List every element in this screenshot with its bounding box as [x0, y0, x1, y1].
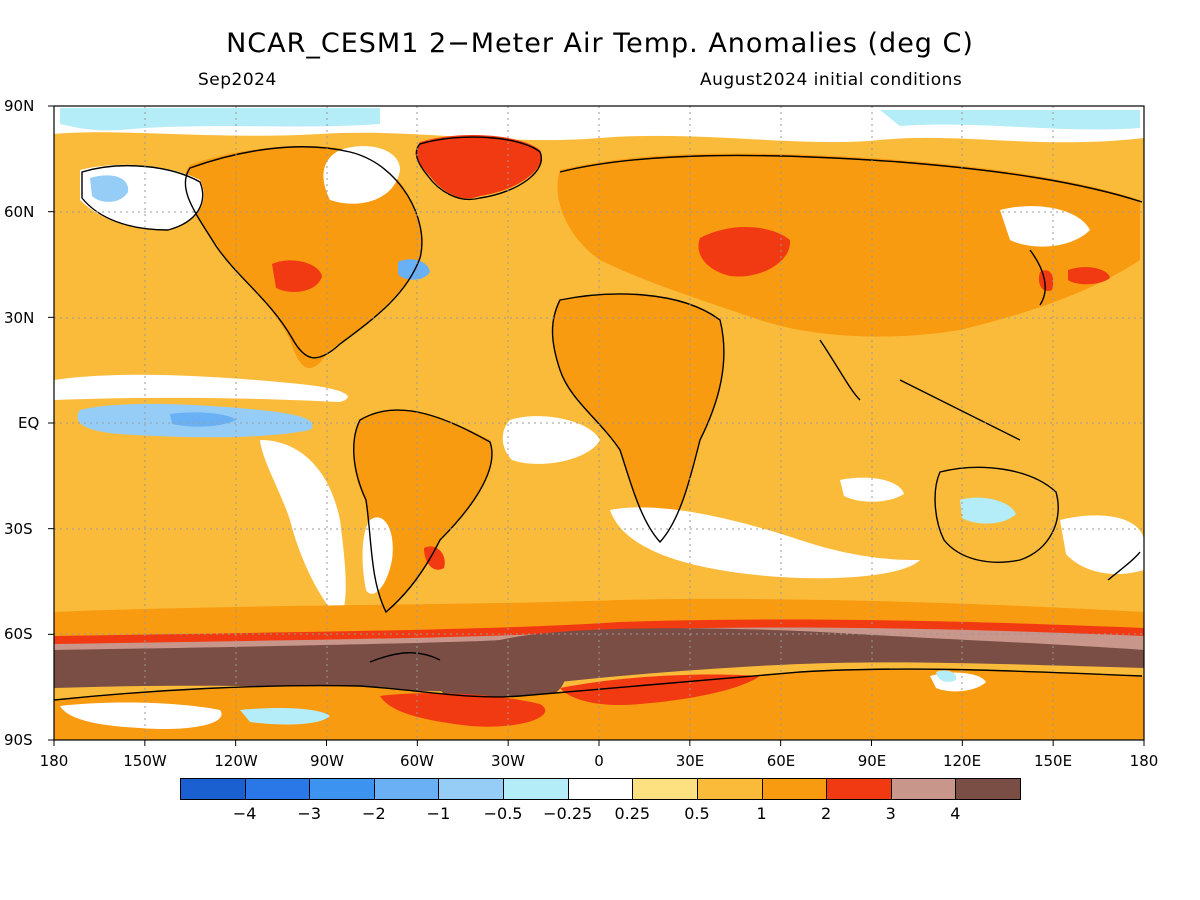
lon-label: 180 — [1129, 752, 1159, 770]
indian-neutral — [840, 477, 904, 502]
colorbar-label: 1 — [756, 804, 767, 823]
map-title: NCAR_CESM1 2−Meter Air Temp. Anomalies (… — [226, 28, 974, 59]
colorbar-label: 3 — [885, 804, 896, 823]
lat-label-60n: 60N — [4, 203, 35, 221]
pacific-hot — [1068, 267, 1110, 285]
lon-label: 30W — [491, 752, 525, 770]
australia-cool — [960, 497, 1016, 524]
eurasia-warm — [557, 153, 1140, 337]
arctic-cool-patch-2 — [880, 110, 1140, 130]
colorbar-label: 4 — [950, 804, 961, 823]
ross-hot — [380, 693, 546, 727]
lat-label-30n: 30N — [4, 309, 35, 327]
colorbar-swatch — [373, 778, 440, 800]
lon-label: 120E — [942, 752, 982, 770]
colorbar-label: −3 — [297, 804, 322, 823]
lon-label: 90W — [310, 752, 344, 770]
lon-label: 90E — [857, 752, 887, 770]
japan-hot — [1038, 270, 1054, 292]
colorbar-swatch — [438, 778, 505, 800]
lat-label-60s: 60S — [4, 625, 33, 643]
lon-label: 60E — [766, 752, 796, 770]
axis-ticks — [48, 105, 1145, 746]
antarctica-neutral-west — [60, 702, 222, 730]
alaska-cool — [90, 175, 129, 202]
great-lakes-cool — [398, 259, 430, 280]
initial-conditions-label: August2024 initial conditions — [700, 70, 963, 90]
coastlines — [54, 136, 1143, 701]
arctic-cool-patch — [60, 108, 380, 131]
lon-label: 150W — [123, 752, 167, 770]
colorbar-swatch — [826, 778, 892, 800]
colorbar-label: 2 — [821, 804, 832, 823]
weddell-extreme — [430, 645, 566, 710]
colorbar-swatch — [696, 778, 763, 800]
colorbar-swatch — [955, 778, 1021, 800]
colorbar-label: −0.25 — [543, 804, 593, 823]
colorbar-label: 0.25 — [614, 804, 651, 823]
colorbar-swatch — [567, 778, 634, 800]
graticule — [54, 106, 1144, 740]
africa-land — [552, 294, 724, 540]
colorbar-swatch — [503, 778, 569, 800]
antarctica-cool-east — [936, 670, 957, 682]
antarctica-cool-west — [240, 708, 330, 725]
pacific-neutral-band — [54, 374, 348, 402]
south-atlantic-neutral — [610, 507, 920, 579]
east-pacific-neutral — [260, 440, 346, 620]
colorbar-label: 0.5 — [684, 804, 710, 823]
us-hot-spot — [272, 260, 322, 292]
colorbar-swatch — [309, 778, 375, 800]
lon-label: 30E — [675, 752, 705, 770]
lon-label: 0 — [594, 752, 604, 770]
siberia-neutral — [1000, 206, 1090, 247]
lon-label: 180 — [39, 752, 69, 770]
colorbar-swatch — [632, 778, 698, 800]
patagonia-hot — [424, 546, 445, 570]
russia-hot-spot — [698, 226, 791, 277]
greenland-hot — [416, 135, 542, 199]
colorbar-label: −4 — [232, 804, 257, 823]
colorbar-swatch — [761, 778, 828, 800]
colorbar-label: −1 — [426, 804, 451, 823]
equatorial-atlantic-neutral — [502, 416, 600, 464]
colorbar-swatch — [244, 778, 311, 800]
lat-label-90n: 90N — [4, 97, 35, 115]
colorbar-swatch — [180, 778, 246, 800]
lat-label-30s: 30S — [4, 520, 33, 538]
greenland-neutral-edge — [323, 146, 400, 204]
se-pacific-neutral — [1060, 515, 1144, 575]
colorbar-swatch — [890, 778, 957, 800]
colorbar-label: −0.5 — [483, 804, 523, 823]
antarctica-land — [54, 669, 1144, 740]
lat-label-90s: 90S — [4, 731, 33, 749]
lon-label: 150E — [1033, 752, 1073, 770]
lat-label-eq: EQ — [18, 414, 40, 432]
forecast-month: Sep2024 — [198, 70, 277, 90]
lon-label: 120W — [214, 752, 258, 770]
colorbar-label: −2 — [362, 804, 386, 823]
antarctica-hot-rim — [560, 674, 760, 706]
lon-label: 60W — [400, 752, 434, 770]
